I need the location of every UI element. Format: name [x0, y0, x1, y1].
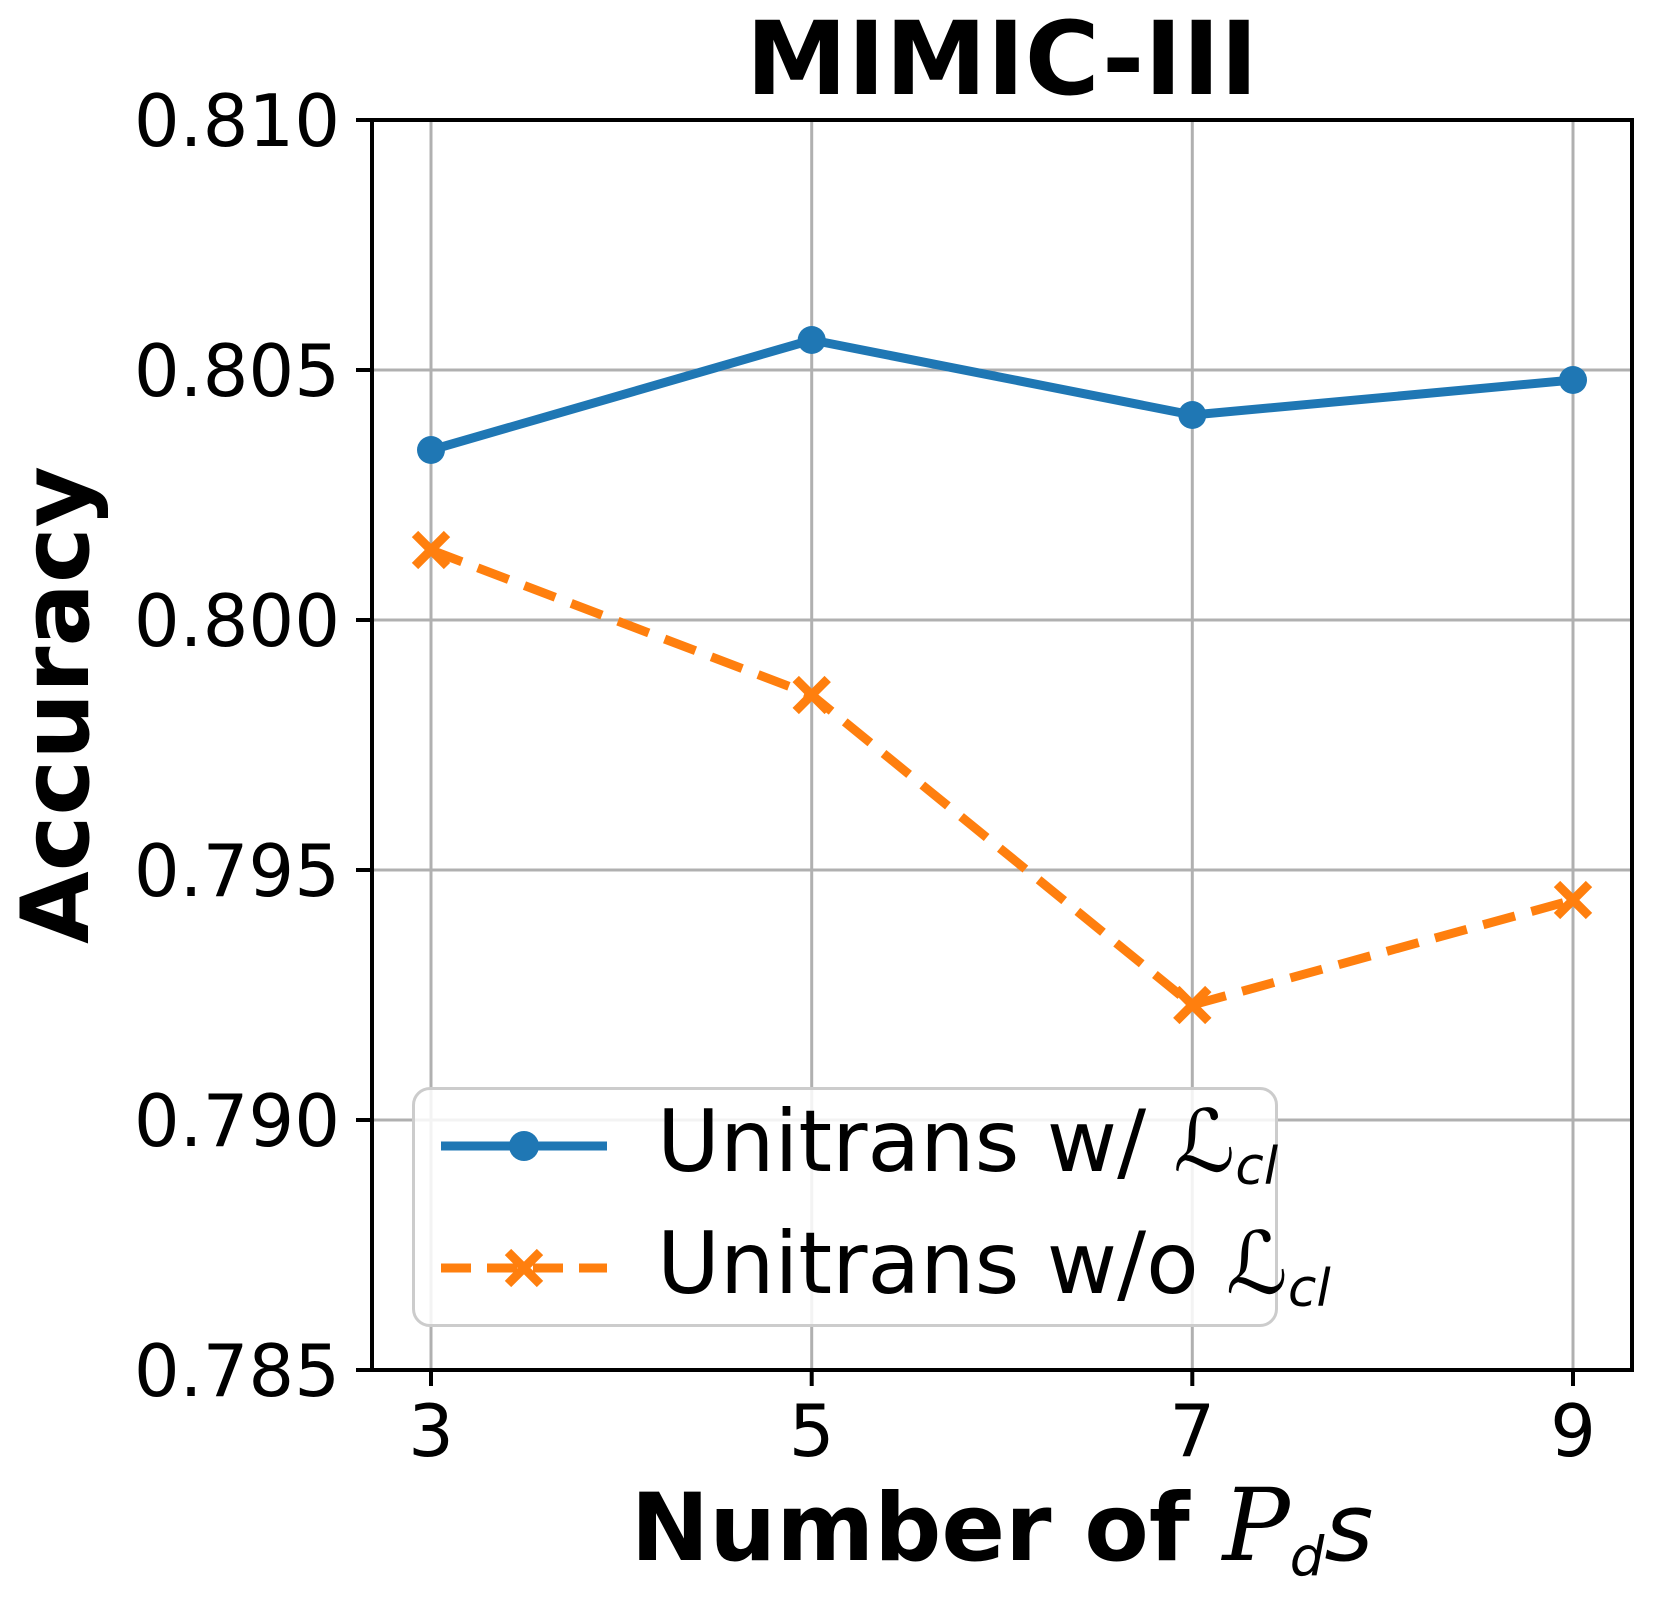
legend-label-subscript: cl [1235, 1137, 1279, 1198]
y-tick-label: 0.805 [134, 329, 340, 413]
x-tick-label: 3 [408, 1389, 454, 1473]
legend-sample-line [441, 1248, 607, 1288]
y-axis-label: Accuracy [2, 466, 111, 944]
plot-border [370, 118, 1634, 1372]
script-l-symbol: ℒ [1173, 1092, 1236, 1193]
series-line [429, 335, 1574, 455]
legend-label: Unitrans w/o ℒcl [657, 1214, 1331, 1320]
chart-title: MIMIC-III [745, 0, 1259, 119]
script-l-symbol: ℒ [1226, 1214, 1288, 1315]
x-axis-label-subscript: d [1289, 1524, 1325, 1589]
legend-item: Unitrans w/ ℒcl [439, 1092, 1279, 1198]
data-point-circle [417, 436, 445, 464]
y-tick-label: 0.810 [134, 79, 340, 163]
x-tick-label: 7 [1169, 1389, 1215, 1473]
y-tick-label: 0.795 [134, 829, 340, 913]
x-axis-label: Number of Pds [372, 1468, 1632, 1588]
series-line [429, 545, 1575, 1010]
legend: Unitrans w/ ℒcl Unitrans w/o ℒcl [412, 1087, 1331, 1327]
legend-marker-x [504, 1248, 544, 1288]
y-tick-label: 0.790 [134, 1079, 340, 1163]
y-tick-label: 0.785 [134, 1329, 340, 1413]
data-point-x [1173, 985, 1212, 1025]
x-tick-label: 5 [789, 1389, 835, 1473]
x-tick-label: 9 [1550, 1389, 1596, 1473]
data-point-x [411, 530, 451, 570]
legend-label: Unitrans w/ ℒcl [657, 1092, 1279, 1198]
script-p-symbol: P [1222, 1467, 1290, 1584]
y-tick-label: 0.800 [134, 579, 340, 663]
x-axis-label-suffix: s [1324, 1474, 1374, 1583]
legend-item: Unitrans w/o ℒcl [439, 1219, 1331, 1316]
data-point-circle [1178, 401, 1207, 429]
x-axis-label-text: Number of [630, 1474, 1223, 1583]
data-point-circle [1559, 366, 1587, 394]
data-point-x [1553, 880, 1593, 920]
data-point-circle [797, 326, 826, 354]
legend-label-subscript: cl [1288, 1259, 1331, 1320]
legend-sample-line [441, 1131, 607, 1161]
data-point-x [792, 675, 831, 715]
legend-marker-circle [509, 1131, 539, 1161]
